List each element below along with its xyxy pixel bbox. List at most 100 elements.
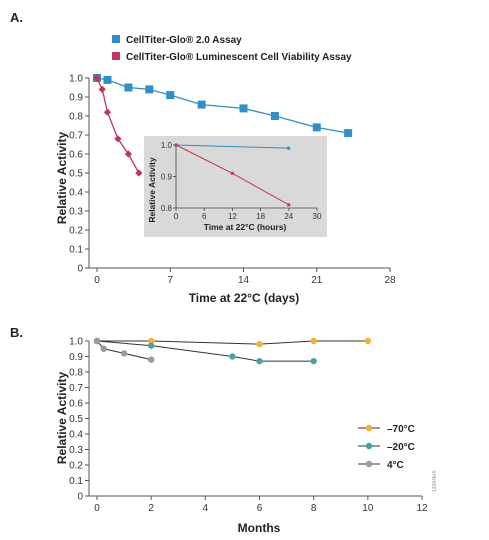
chart-a: 0 0.1 0.2 0.3 0.4 0.5 0.6 0.7 0.8 0.9 1.0 0 7 14 21 28 [69, 74, 396, 287]
chart-b-y-tick-label: 0 [77, 492, 83, 503]
chart-a-y-tick-label: 0.1 [69, 245, 83, 256]
chart-a-y-tick-label: 0.3 [69, 207, 83, 218]
chart-a-y-tick-label: 1.0 [69, 74, 83, 85]
chart-b-point [147, 342, 155, 349]
chart-a-y-tick-label: 0.6 [69, 150, 83, 161]
chart-a-point [344, 129, 353, 138]
chart-b-x-tick-label: 0 [94, 503, 100, 514]
chart-b-point [310, 337, 317, 345]
chart-b-y-tick-label: 0.3 [69, 445, 83, 456]
inset-background [144, 136, 327, 237]
chart-b-point [147, 337, 155, 345]
legend-b-label-2: 4°C [387, 460, 404, 471]
legend-a: CellTiter-Glo® 2.0 Assay CellTiter-Glo® L… [112, 35, 352, 63]
panel-b-label: B. [10, 325, 23, 340]
chart-b-x-tick-label: 8 [311, 503, 317, 514]
legend-b-swatch-1 [365, 442, 373, 450]
chart-a-point [135, 169, 143, 177]
chart-a-point [312, 123, 321, 132]
chart-b-y-tick-label: 0.8 [69, 368, 83, 379]
chart-b-series-line-2 [96, 340, 152, 361]
legend-a-swatch-0 [112, 35, 120, 43]
inset-point [287, 203, 291, 207]
chart-b-y-tick-label: 0.5 [69, 414, 83, 425]
inset-point [230, 171, 234, 175]
inset-x-tick-label: 24 [284, 212, 293, 221]
chart-b: 0 0.1 0.2 0.3 0.4 0.5 0.6 0.7 0.8 0.9 1.0 0 2 4 6 8 10 12 [69, 337, 428, 515]
chart-b-x-tick-label: 4 [203, 503, 209, 514]
chart-b-point [120, 350, 128, 357]
chart-b-y-tick-label: 1.0 [69, 337, 83, 348]
chart-b-y-tick-label: 0.1 [69, 476, 83, 487]
legend-b-label-0: –70°C [387, 424, 415, 435]
inset-x-axis-title: Time at 22°C (hours) [204, 222, 287, 232]
chart-b-point [229, 353, 236, 360]
chart-a-y-tick-label: 0.8 [69, 112, 83, 123]
inset-point [174, 143, 178, 147]
chart-b-x-tick-label: 10 [362, 503, 374, 514]
chart-a-point [124, 83, 133, 92]
chart-a-x-tick-label: 14 [238, 275, 250, 286]
legend-b-label-1: –20°C [387, 442, 415, 453]
chart-a-y-tick-label: 0 [77, 264, 83, 275]
chart-a-point [145, 85, 154, 94]
chart-b-x-tick-label: 6 [257, 503, 263, 514]
legend-b: –70°C –20°C 4°C [358, 424, 415, 471]
inset-x-tick-label: 18 [256, 212, 265, 221]
chart-a-y-tick-label: 0.7 [69, 131, 83, 142]
chart-b-y-tick-label: 0.7 [69, 383, 83, 394]
chart-a-point [197, 100, 206, 109]
chart-a-point [114, 135, 122, 143]
chart-a-y-tick-label: 0.4 [69, 188, 83, 199]
chart-b-series-line-0 [97, 340, 368, 345]
chart-a-x-tick-label: 0 [94, 275, 100, 286]
chart-a-point [270, 112, 279, 120]
chart-b-x-tick-label: 12 [416, 503, 428, 514]
inset-point [287, 146, 291, 150]
chart-a-point [98, 85, 106, 93]
chart-b-point [364, 337, 372, 345]
chart-a-y-tick-label: 0.5 [69, 169, 83, 180]
chart-a-point [103, 75, 112, 84]
chart-b-point [100, 345, 107, 352]
chart-b-point [147, 356, 155, 363]
chart-a-y-tick-label: 0.2 [69, 226, 83, 237]
legend-a-swatch-1 [112, 52, 120, 60]
chart-a-point [93, 74, 101, 82]
inset-x-tick-label: 12 [228, 212, 237, 221]
chart-b-x-axis-title: Months [238, 521, 281, 535]
chart-b-series-line-1 [96, 340, 314, 362]
chart-a-series-line-0 [96, 77, 349, 134]
chart-b-y-tick-label: 0.9 [69, 352, 83, 363]
legend-b-swatch-2 [365, 460, 373, 468]
chart-a-x-tick-label: 28 [384, 275, 396, 286]
chart-a-inset: 0.8 0.9 1.0 0 6 12 18 24 30 [144, 136, 327, 237]
chart-b-point [256, 357, 263, 365]
chart-a-x-tick-label: 21 [311, 275, 323, 286]
chart-a-point [239, 104, 248, 113]
chart-a-y-tick-label: 0.9 [69, 93, 83, 104]
chart-a-point [166, 91, 175, 100]
chart-a-series-line-1 [96, 77, 140, 174]
inset-x-tick-label: 30 [313, 212, 322, 221]
inset-y-tick-label: 0.8 [161, 204, 173, 213]
chart-b-y-tick-label: 0.2 [69, 461, 83, 472]
inset-y-axis-title: Relative Activity [147, 157, 157, 223]
chart-a-x-tick-label: 7 [167, 275, 173, 286]
inset-y-tick-label: 0.9 [161, 173, 173, 182]
legend-a-label-0: CellTiter-Glo® 2.0 Assay [126, 35, 242, 46]
chart-b-y-tick-label: 0.4 [69, 430, 83, 441]
inset-x-tick-label: 0 [174, 212, 179, 221]
chart-b-point [93, 337, 101, 345]
chart-b-point [310, 357, 317, 365]
inset-series-line-0 [175, 144, 289, 149]
inset-x-tick-label: 6 [202, 212, 207, 221]
chart-b-point [256, 340, 263, 348]
chart-a-x-axis-title: Time at 22°C (days) [189, 291, 300, 305]
panel-a-label: A. [10, 10, 23, 25]
chart-b-x-tick-label: 2 [148, 503, 154, 514]
chart-b-y-tick-label: 0.6 [69, 399, 83, 410]
figure-code-watermark: 13984MA [432, 470, 438, 492]
chart-a-point [103, 108, 112, 116]
